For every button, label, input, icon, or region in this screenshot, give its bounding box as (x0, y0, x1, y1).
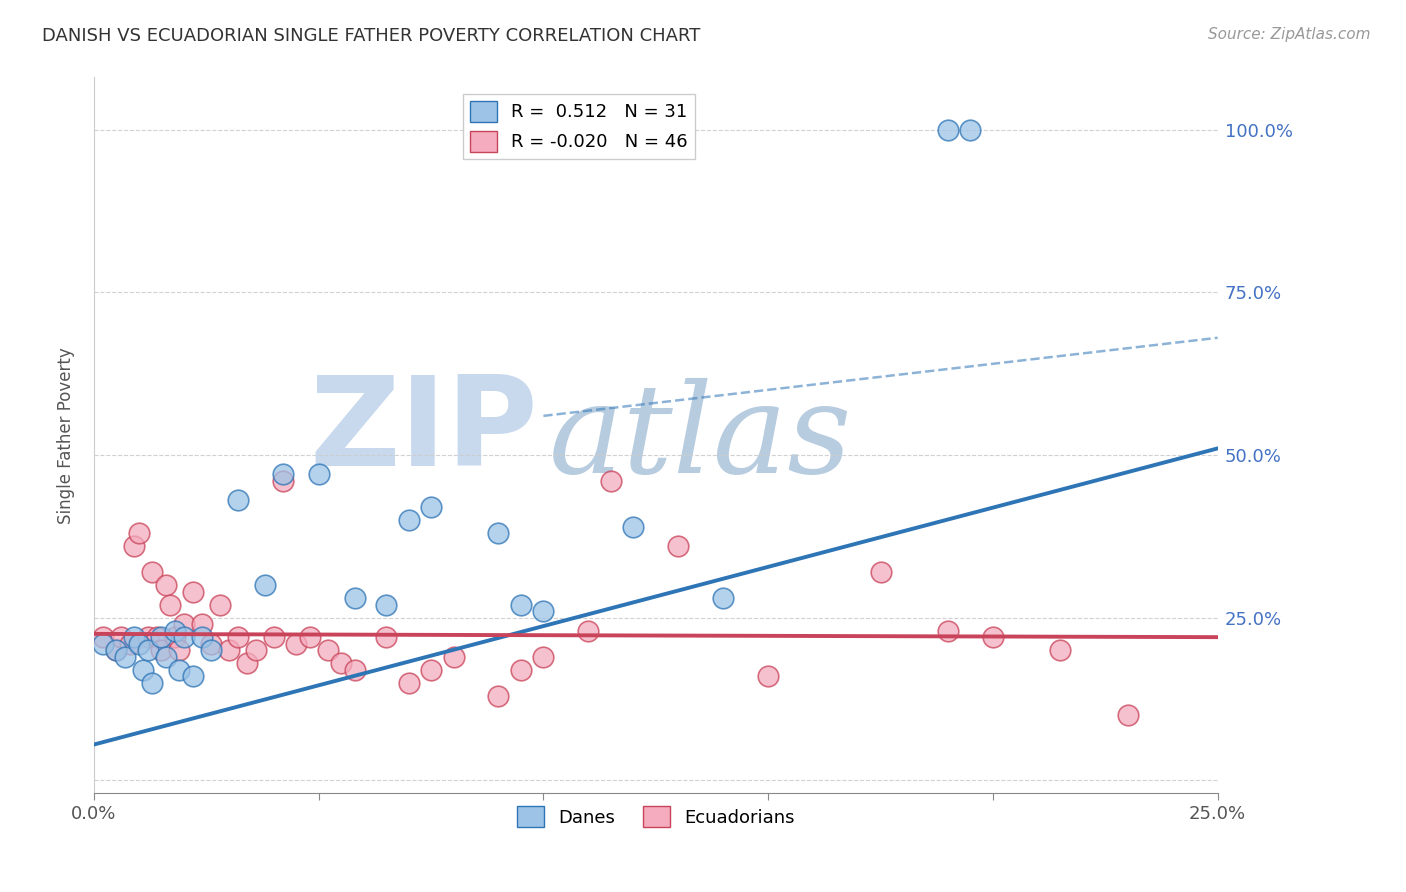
Point (959, 122, 981, 136)
Point (420, 500, 443, 514)
Point (191, 630, 214, 644)
Point (181, 584, 204, 599)
Point (128, 637, 150, 651)
Point (118, 637, 141, 651)
Point (155, 649, 177, 664)
Point (510, 598, 533, 612)
Point (105, 643, 128, 657)
Point (1049, 643, 1071, 657)
Point (128, 526, 150, 541)
Point (105, 643, 128, 657)
Y-axis label: Single Father Poverty: Single Father Poverty (58, 347, 75, 524)
Point (316, 643, 339, 657)
Point (245, 643, 267, 657)
Point (531, 604, 554, 618)
Point (621, 519, 644, 533)
Point (200, 643, 222, 657)
Point (576, 624, 599, 638)
Text: ZIP: ZIP (309, 371, 537, 492)
Point (163, 630, 186, 644)
Point (91, 630, 114, 644)
Point (443, 649, 465, 664)
Point (398, 513, 420, 527)
Point (271, 474, 294, 488)
Point (208, 598, 231, 612)
Point (285, 637, 308, 651)
Point (226, 630, 249, 644)
Point (531, 649, 554, 664)
Point (155, 578, 177, 592)
Point (343, 591, 366, 606)
Point (936, 624, 959, 638)
Point (136, 630, 159, 644)
Point (200, 637, 222, 651)
Point (114, 649, 136, 664)
Point (711, 591, 734, 606)
Point (271, 467, 294, 482)
Text: DANISH VS ECUADORIAN SINGLE FATHER POVERTY CORRELATION CHART: DANISH VS ECUADORIAN SINGLE FATHER POVER… (42, 27, 700, 45)
Point (191, 617, 214, 632)
Point (169, 643, 191, 657)
Point (124, 539, 146, 553)
Point (136, 643, 159, 657)
Point (226, 493, 249, 508)
Point (132, 663, 155, 677)
Point (298, 630, 321, 644)
Point (756, 669, 779, 683)
Point (263, 630, 285, 644)
Point (936, 122, 959, 136)
Point (666, 539, 689, 553)
Point (91, 637, 114, 651)
Point (510, 663, 533, 677)
Point (869, 565, 891, 579)
Point (169, 663, 191, 677)
Point (330, 656, 353, 670)
Point (150, 643, 173, 657)
Text: atlas: atlas (548, 378, 852, 500)
Point (141, 565, 163, 579)
Point (343, 663, 366, 677)
Point (981, 630, 1004, 644)
Point (599, 474, 621, 488)
Point (488, 689, 510, 703)
Point (375, 630, 398, 644)
Point (420, 663, 443, 677)
Point (159, 598, 181, 612)
Point (124, 630, 146, 644)
Point (173, 630, 195, 644)
Point (173, 617, 195, 632)
Point (308, 467, 330, 482)
Point (253, 578, 276, 592)
Point (236, 656, 259, 670)
Point (375, 598, 398, 612)
Text: Source: ZipAtlas.com: Source: ZipAtlas.com (1208, 27, 1371, 42)
Point (181, 669, 204, 683)
Point (1116, 708, 1139, 723)
Point (141, 675, 163, 690)
Point (398, 675, 420, 690)
Point (218, 643, 240, 657)
Point (146, 630, 169, 644)
Point (488, 526, 510, 541)
Legend: Danes, Ecuadorians: Danes, Ecuadorians (510, 799, 801, 834)
Point (163, 624, 186, 638)
Point (150, 630, 173, 644)
Point (110, 630, 132, 644)
